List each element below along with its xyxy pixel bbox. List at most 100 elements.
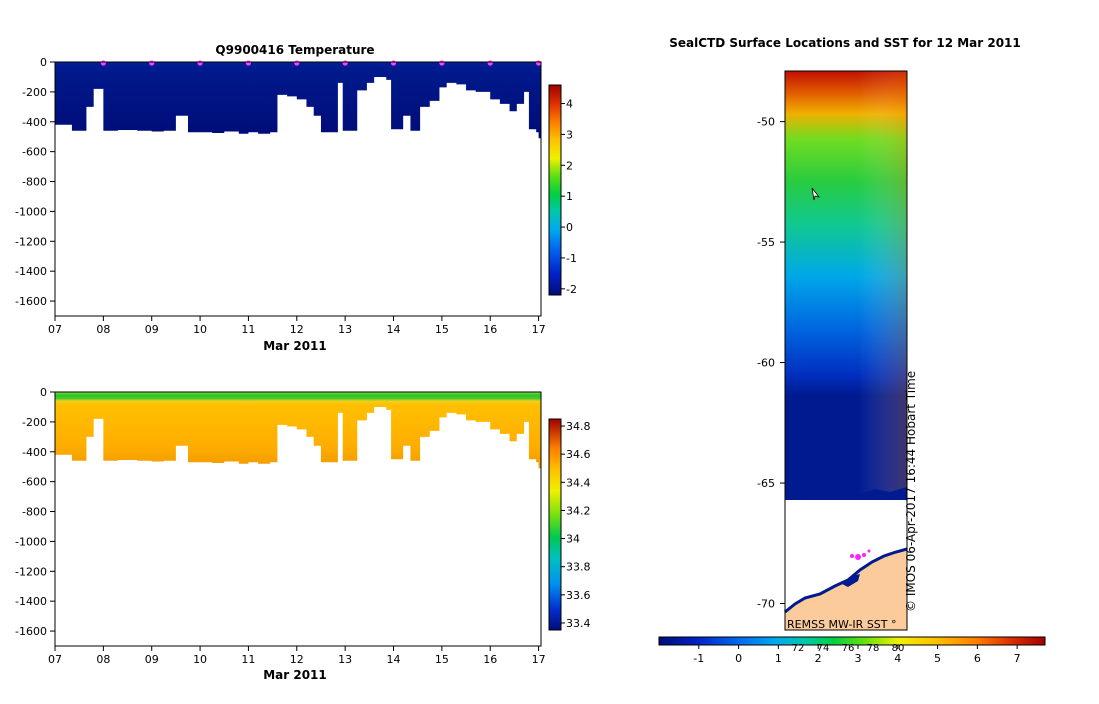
colorbar-tick-label: 2 (566, 159, 573, 172)
longitude-tick-label: 78 (867, 643, 880, 654)
x-tick-label: 13 (338, 653, 352, 666)
sst-axes-frame (784, 70, 908, 631)
y-tick-label: -600 (22, 476, 47, 489)
profile-field (55, 392, 541, 469)
colorbar-tick-label: 3 (854, 652, 861, 665)
colorbar-tick-label: 7 (1014, 652, 1021, 665)
sst-colorbar-ticks: -1 0 1 2 3 4 5 6 7 (693, 645, 1021, 665)
y-tick-label: -1000 (15, 535, 47, 548)
colorbar-tick-label: 34.4 (566, 476, 591, 489)
seal-location-marker (855, 554, 861, 560)
x-tick-label: 11 (241, 323, 255, 336)
y-tick-label: -1600 (15, 295, 47, 308)
profile-marker (535, 60, 542, 66)
y-tick-label: 0 (40, 386, 47, 399)
colorbar-tick-label: 3 (566, 128, 573, 141)
x-tick-label: 17 (532, 653, 546, 666)
seal-location-marker (867, 549, 871, 553)
x-tick-label: 09 (145, 323, 159, 336)
longitude-tick-label: 72 (792, 643, 805, 654)
colorbar-tick-label: 1 (775, 652, 782, 665)
longitude-tick-label: 76 (842, 643, 855, 654)
lat-tick-label: -65 (757, 477, 775, 490)
salinity-y-axis: 0 -200 -400 -600 -800 -1000 -1200 -1400 -1600 (15, 386, 55, 638)
y-tick-label: -200 (22, 416, 47, 429)
longitude-tick-label: 80 (892, 643, 905, 654)
y-tick-label: -1400 (15, 265, 47, 278)
colorbar-tick-label: -2 (566, 283, 577, 296)
colorbar-tick-label: 1 (566, 190, 573, 203)
x-tick-label: 10 (193, 653, 207, 666)
colorbar-tick-label: 34.2 (566, 504, 591, 517)
x-tick-label: 09 (145, 653, 159, 666)
profile-marker (149, 60, 155, 66)
x-tick-label: 12 (290, 653, 304, 666)
x-tick-label: 15 (435, 653, 449, 666)
temperature-colorbar (548, 84, 562, 296)
sst-map: SealCTD Surface Locations and SST for 12… (658, 36, 1046, 665)
sea-ice-patch (842, 574, 860, 587)
x-tick-label: 16 (483, 653, 497, 666)
salinity-colorbar (548, 418, 562, 631)
x-tick-label: 11 (241, 653, 255, 666)
y-tick-label: -600 (22, 146, 47, 159)
lat-tick-label: -70 (757, 597, 775, 610)
colorbar-tick-label: 33.4 (566, 617, 591, 630)
y-tick-label: -400 (22, 446, 47, 459)
temperature-title: Q9900416 Temperature (215, 43, 374, 57)
y-tick-label: -1200 (15, 565, 47, 578)
salinity-axes-frame (54, 391, 542, 647)
x-tick-label: 12 (290, 323, 304, 336)
sst-colorbar (658, 636, 1046, 646)
salinity-plot: 0 -200 -400 -600 -800 -1000 -1200 -1400 -1600 07… (15, 386, 590, 682)
x-tick-label: 08 (96, 653, 110, 666)
antarctic-land (785, 549, 907, 630)
pointer-arrow-icon (811, 187, 821, 201)
salinity-x-label: Mar 2011 (263, 668, 327, 682)
y-tick-label: -800 (22, 506, 47, 519)
temperature-axes-frame (54, 61, 542, 317)
lat-tick-label: -60 (757, 357, 775, 370)
y-tick-label: -200 (22, 86, 47, 99)
x-tick-label: 13 (338, 323, 352, 336)
profile-marker (294, 60, 300, 66)
colorbar-tick-label: 4 (894, 652, 901, 665)
y-tick-label: -1400 (15, 595, 47, 608)
lat-tick-label: -50 (757, 116, 775, 129)
sst-credit-label: © IMOS 06-Apr-2017 16:44 Hobart Time (904, 371, 918, 612)
colorbar-tick-label: -1 (693, 652, 704, 665)
temperature-field (55, 62, 541, 139)
colorbar-tick-label: 0 (566, 221, 573, 234)
y-tick-label: -1000 (15, 205, 47, 218)
profile-marker (342, 60, 348, 66)
sst-obscured-tick-labels: 72 74 76 78 80 (792, 643, 905, 654)
y-tick-label: -1200 (15, 235, 47, 248)
temperature-plot: Q9900416 Temperature 0 -200 -400 -600 -800 -1… (15, 43, 577, 353)
seal-location-marker (850, 554, 854, 558)
sst-source-label: REMSS MW-IR SST ° (787, 618, 897, 631)
profile-marker (390, 60, 397, 66)
temperature-colorbar-ticks: -2 -1 0 1 2 3 4 (561, 98, 577, 296)
colorbar-tick-label: -1 (566, 252, 577, 265)
x-tick-label: 16 (483, 323, 497, 336)
y-tick-label: -800 (22, 176, 47, 189)
x-tick-label: 14 (387, 653, 401, 666)
colorbar-tick-label: 0 (735, 652, 742, 665)
x-tick-label: 07 (48, 323, 62, 336)
colorbar-tick-label: 33.6 (566, 589, 591, 602)
temperature-x-label: Mar 2011 (263, 339, 327, 353)
ice-edge (785, 487, 907, 500)
colorbar-tick-label: 5 (934, 652, 941, 665)
salinity-field (55, 392, 541, 469)
x-tick-label: 07 (48, 653, 62, 666)
colorbar-tick-label: 34.8 (566, 420, 591, 433)
salinity-colorbar-ticks: 33.4 33.6 33.8 34 34.2 34.4 34.6 34.8 (561, 420, 591, 630)
profile-marker (245, 60, 252, 66)
colorbar-tick-label: 4 (566, 98, 573, 111)
colorbar-tick-label: 34 (566, 533, 580, 546)
temperature-y-axis: 0 -200 -400 -600 -800 -1000 -1200 -1400 -1600 (15, 56, 55, 308)
y-tick-label: -400 (22, 116, 47, 129)
colorbar-tick-label: 6 (974, 652, 981, 665)
sst-y-axis: -50 -55 -60 -65 -70 (757, 116, 785, 610)
